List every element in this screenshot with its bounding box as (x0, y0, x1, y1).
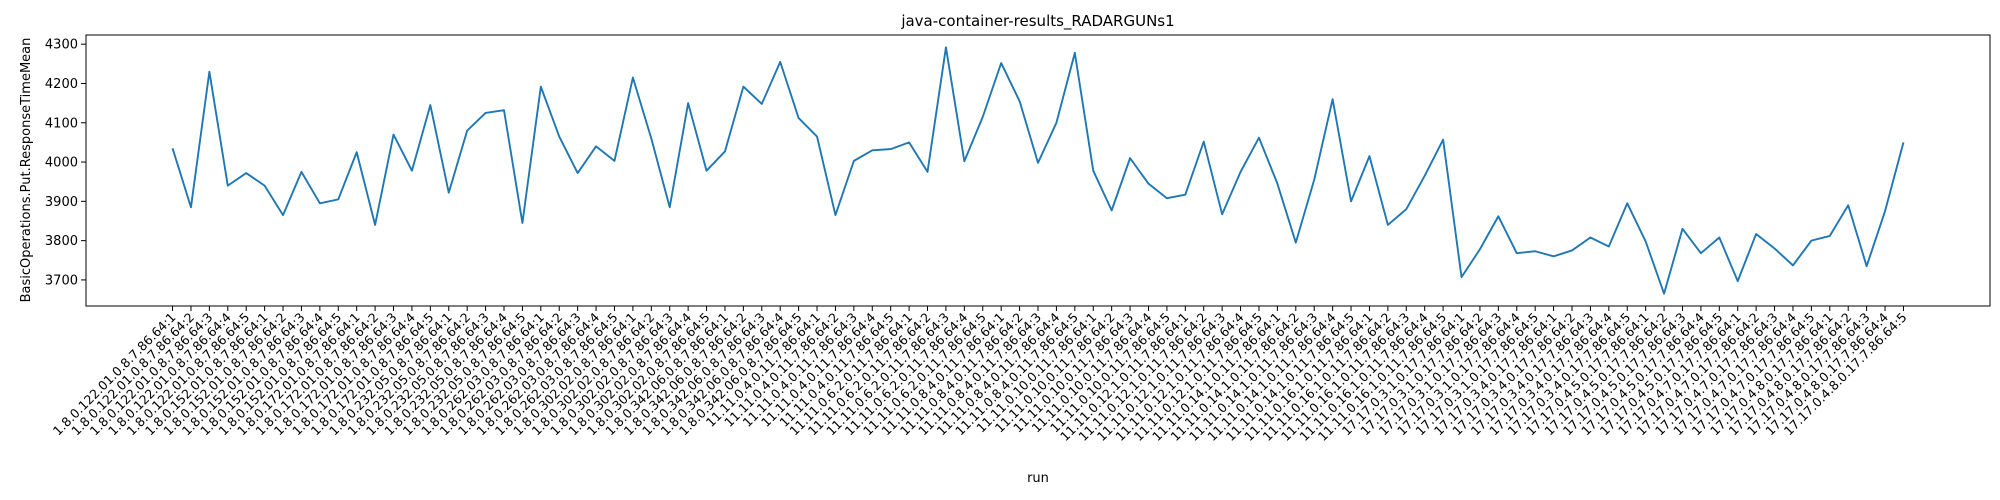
y-tick-label: 4300 (45, 38, 78, 53)
y-tick-label: 4000 (45, 156, 78, 171)
chart-title: java-container-results_RADARGUNs1 (900, 12, 1174, 31)
y-tick-label: 4100 (45, 116, 78, 131)
y-tick-label: 3800 (45, 234, 78, 249)
x-axis-label: run (1027, 471, 1049, 486)
y-tick-label: 3900 (45, 195, 78, 210)
data-line (171, 46, 1905, 295)
y-tick-label: 3700 (45, 273, 78, 288)
y-tick-label: 4200 (45, 77, 78, 92)
y-axis-label: BasicOperations.Put.ResponseTimeMean (19, 38, 34, 303)
plot-area (85, 34, 1991, 307)
